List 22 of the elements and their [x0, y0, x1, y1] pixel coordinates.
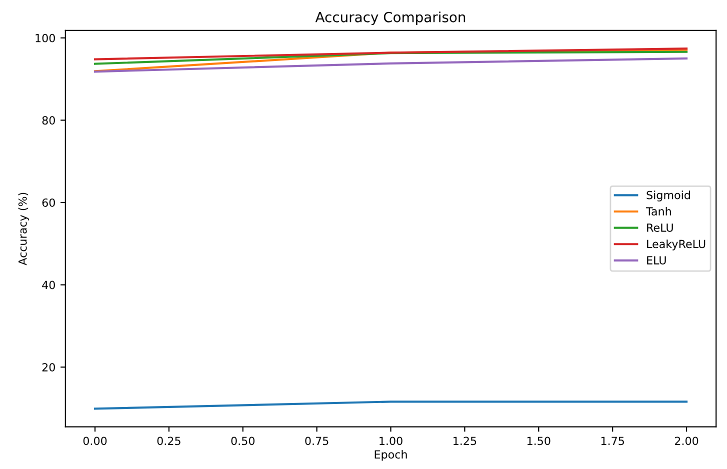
x-tick-label: 1.75 [601, 436, 624, 446]
x-tick-label: 1.25 [454, 436, 476, 446]
y-tick-label: 20 [42, 363, 55, 372]
x-axis-title: Epoch [374, 450, 407, 461]
y-axis-title: Accuracy (%) [18, 192, 29, 266]
y-tick-label: 40 [42, 280, 55, 290]
legend-label: Tanh [646, 206, 671, 216]
y-tick-label: 100 [36, 34, 55, 42]
x-tick-label: 0.00 [83, 436, 107, 446]
legend-label: ELU [647, 256, 666, 264]
x-tick-label: 1.00 [380, 436, 402, 446]
chart-title: Accuracy Comparison [315, 12, 466, 26]
legend-label: Sigmoid [646, 190, 690, 202]
x-tick-label: 1.50 [527, 436, 550, 446]
x-tick-label: 0.50 [231, 436, 255, 446]
y-tick-label: 80 [42, 116, 55, 125]
x-tick-label: 2.00 [674, 436, 698, 446]
y-tick-label: 60 [42, 198, 55, 207]
legend-label: ReLU [647, 224, 673, 232]
x-tick-label: 0.25 [157, 436, 180, 446]
legend-label: LeakyReLU [647, 240, 706, 250]
x-tick-label: 0.75 [305, 436, 328, 446]
